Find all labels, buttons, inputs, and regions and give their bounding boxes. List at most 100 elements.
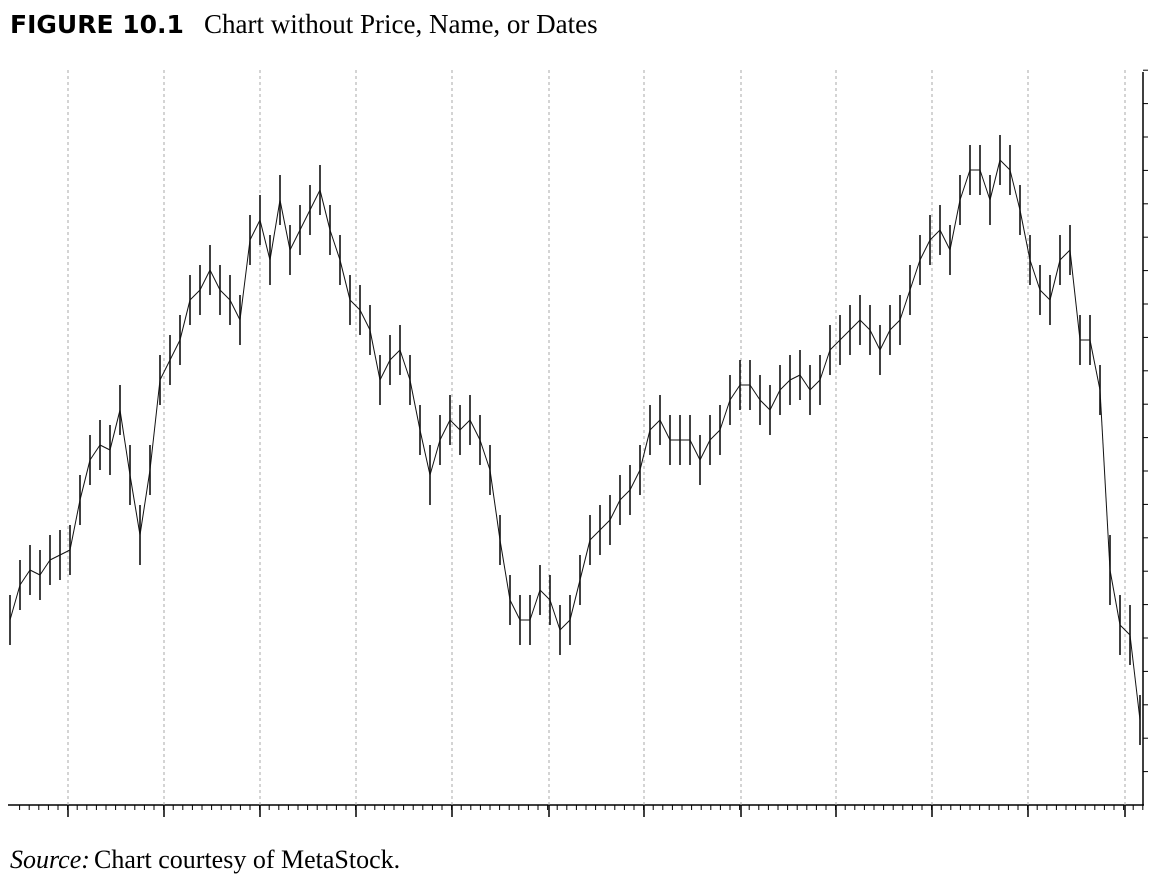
price-link <box>909 259 921 291</box>
price-link <box>939 229 951 251</box>
price-link <box>1019 209 1031 261</box>
price-link <box>1069 249 1081 341</box>
price-link <box>989 159 1001 201</box>
price-link <box>639 429 651 471</box>
price-link <box>9 584 21 621</box>
price-link <box>339 259 351 301</box>
price-link <box>89 444 101 461</box>
price-link <box>839 329 851 341</box>
price-link <box>949 199 961 251</box>
price-link <box>879 329 891 351</box>
price-link <box>259 219 271 261</box>
axes <box>8 72 1144 806</box>
price-link <box>509 599 521 621</box>
price-link <box>289 229 301 251</box>
price-link <box>499 539 511 601</box>
price-link <box>1009 169 1021 211</box>
price-link <box>899 289 911 321</box>
price-link <box>469 419 481 441</box>
price-link <box>319 189 331 231</box>
price-link <box>29 569 41 576</box>
price-link <box>819 349 831 381</box>
price-link <box>789 374 801 381</box>
price-link <box>419 429 431 476</box>
price-link <box>659 419 671 441</box>
price-link <box>559 619 571 631</box>
price-link <box>869 329 881 351</box>
price-link <box>479 439 491 471</box>
price-link <box>1099 389 1111 571</box>
price-link <box>219 289 231 301</box>
source-label: Source: <box>10 845 90 874</box>
price-link <box>829 339 841 351</box>
price-link <box>959 169 971 201</box>
price-link <box>359 309 371 331</box>
price-link <box>729 384 741 401</box>
price-link <box>119 409 131 476</box>
price-link <box>889 319 901 331</box>
price-link <box>59 549 71 556</box>
price-link <box>1049 259 1061 301</box>
price-link <box>649 419 661 431</box>
price-link <box>539 589 551 601</box>
price-link <box>999 159 1011 171</box>
price-link <box>399 349 411 381</box>
price-link <box>209 269 221 291</box>
price-link <box>1089 339 1101 391</box>
price-link <box>799 374 811 391</box>
price-link <box>229 299 241 321</box>
price-link <box>769 389 781 411</box>
price-link <box>779 379 791 391</box>
chart-title: Chart without Price, Name, or Dates <box>204 9 598 39</box>
price-link <box>279 199 291 251</box>
price-link <box>619 489 631 501</box>
price-link <box>189 289 201 301</box>
price-link <box>809 379 821 391</box>
price-link <box>269 199 281 261</box>
price-link <box>329 229 341 261</box>
price-link <box>849 319 861 331</box>
price-link <box>929 229 941 241</box>
price-link <box>19 569 31 586</box>
price-link <box>449 419 461 431</box>
price-link <box>409 379 421 431</box>
price-link <box>389 349 401 361</box>
price-link <box>39 559 51 576</box>
price-link <box>149 379 161 471</box>
price-link <box>919 239 931 261</box>
price-link <box>529 589 541 621</box>
price-link <box>69 499 81 551</box>
price-link <box>109 409 121 451</box>
price-link <box>699 439 711 461</box>
price-link <box>49 554 61 561</box>
price-link <box>1029 259 1041 291</box>
price-link <box>1059 249 1071 261</box>
price-link <box>749 384 761 401</box>
price-link <box>589 529 601 541</box>
price-link <box>129 474 141 536</box>
price-link <box>759 399 771 411</box>
price-link <box>349 299 361 311</box>
price-link <box>439 419 451 441</box>
price-link <box>489 469 501 541</box>
price-link <box>599 519 611 531</box>
price-link <box>379 359 391 381</box>
source-text: Chart courtesy of MetaStock. <box>94 845 400 874</box>
price-link <box>239 239 251 321</box>
price-link <box>629 469 641 491</box>
price-link <box>159 359 171 381</box>
price-link <box>1039 289 1051 301</box>
price-link <box>139 469 151 536</box>
price-link <box>549 599 561 631</box>
price-link <box>979 169 991 201</box>
price-link <box>609 499 621 521</box>
price-link <box>459 419 471 431</box>
price-link <box>199 269 211 291</box>
price-link <box>79 459 91 501</box>
price-link <box>579 539 591 581</box>
price-link <box>299 209 311 231</box>
price-link <box>309 189 321 211</box>
price-link <box>1109 569 1121 626</box>
